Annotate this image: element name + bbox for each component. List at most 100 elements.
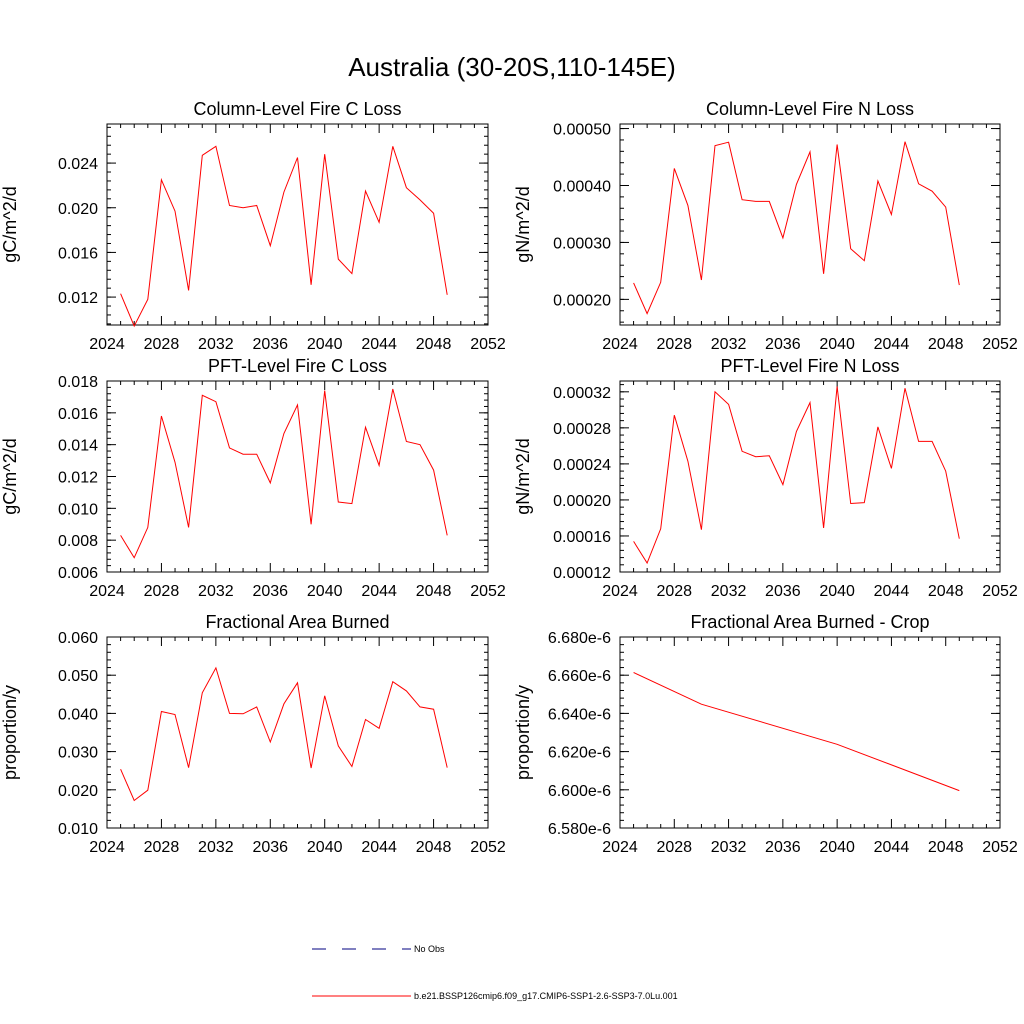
x-tick-label: 2040 — [307, 336, 343, 353]
y-tick-label: 0.00028 — [553, 421, 611, 438]
chart-panel-4: 2024 2028 2032 2036 2040 2044 2048 2052 0.010 0.0… — [0, 612, 506, 856]
plot-frame — [619, 636, 1001, 829]
x-tick-label: 2024 — [602, 583, 638, 600]
y-tick-label: 6.640e-6 — [548, 706, 611, 723]
x-tick-label: 2032 — [711, 336, 747, 353]
panel-title: Fractional Area Burned — [205, 612, 389, 632]
y-tick-label: 0.030 — [58, 745, 98, 762]
x-tick-label: 2024 — [89, 336, 125, 353]
x-tick-label: 2024 — [602, 839, 638, 856]
y-axis-label: gN/m^2/d — [513, 438, 533, 514]
y-tick-label: 0.024 — [58, 156, 98, 173]
y-tick-label: 0.006 — [58, 565, 98, 582]
series-line — [120, 388, 448, 559]
series-line — [633, 141, 960, 315]
x-tick-label: 2024 — [602, 336, 638, 353]
y-tick-label: 0.00020 — [553, 292, 611, 309]
y-tick-label: 0.00032 — [553, 385, 611, 402]
plot-frame — [619, 380, 1001, 573]
y-axis-label: gC/m^2/d — [0, 186, 20, 262]
x-tick-label: 2052 — [982, 839, 1018, 856]
chart-panel-5: 2024 2028 2032 2036 2040 2044 2048 2052 6.580e-6… — [513, 612, 1018, 856]
x-tick-label: 2032 — [711, 583, 747, 600]
y-tick-label: 0.008 — [58, 533, 98, 550]
y-tick-label: 0.00012 — [553, 565, 611, 582]
y-tick-label: 0.040 — [58, 706, 98, 723]
y-tick-label: 0.014 — [58, 438, 98, 455]
y-axis-label: gC/m^2/d — [0, 438, 20, 514]
x-tick-label: 2036 — [252, 336, 288, 353]
x-tick-label: 2036 — [252, 583, 288, 600]
y-tick-label: 0.00016 — [553, 529, 611, 546]
x-tick-label: 2048 — [416, 839, 452, 856]
x-tick-label: 2048 — [416, 336, 452, 353]
x-tick-label: 2036 — [252, 839, 288, 856]
y-tick-label: 6.620e-6 — [548, 745, 611, 762]
x-tick-label: 2052 — [982, 336, 1018, 353]
y-tick-label: 0.010 — [58, 501, 98, 518]
x-tick-label: 2032 — [198, 839, 234, 856]
chart-panel-2: 2024 2028 2032 2036 2040 2044 2048 2052 0.006 0.0… — [0, 356, 506, 600]
chart-panel-3: 2024 2028 2032 2036 2040 2044 2048 2052 0.00012 0… — [513, 356, 1018, 600]
x-tick-label: 2044 — [361, 583, 397, 600]
x-tick-label: 2044 — [361, 336, 397, 353]
y-tick-label: 6.600e-6 — [548, 783, 611, 800]
x-tick-label: 2032 — [198, 336, 234, 353]
series-line — [120, 666, 448, 802]
legend: No Obs b.e21.BSSP126cmip6.f09_g17.CMIP6-… — [312, 944, 678, 1001]
x-tick-label: 2044 — [874, 839, 910, 856]
x-tick-label: 2040 — [307, 839, 343, 856]
y-tick-label: 0.010 — [58, 821, 98, 838]
x-tick-label: 2032 — [198, 583, 234, 600]
series-line — [633, 672, 960, 792]
panel-title: Fractional Area Burned - Crop — [690, 612, 929, 632]
y-tick-label: 0.00050 — [553, 122, 611, 139]
chart-panel-0: 2024 2028 2032 2036 2040 2044 2048 2052 0.012 0.0… — [0, 99, 506, 353]
x-tick-label: 2036 — [765, 336, 801, 353]
plot-frame — [106, 380, 489, 573]
panel-title: PFT-Level Fire N Loss — [720, 356, 899, 376]
page-title: Australia (30-20S,110-145E) — [348, 52, 676, 82]
y-tick-label: 0.050 — [58, 668, 98, 685]
legend-label-no-obs: No Obs — [414, 944, 445, 954]
x-tick-label: 2048 — [416, 583, 452, 600]
x-tick-label: 2052 — [470, 583, 506, 600]
y-axis-label: proportion/y — [0, 685, 20, 780]
x-tick-label: 2024 — [89, 583, 125, 600]
plot-frame — [106, 636, 489, 829]
y-tick-label: 0.016 — [58, 406, 98, 423]
series-line — [120, 145, 448, 328]
x-tick-label: 2052 — [470, 839, 506, 856]
x-tick-label: 2048 — [928, 336, 964, 353]
x-tick-label: 2044 — [874, 583, 910, 600]
y-axis-label: gN/m^2/d — [513, 186, 533, 262]
x-tick-label: 2048 — [928, 583, 964, 600]
x-tick-label: 2040 — [307, 583, 343, 600]
x-tick-label: 2040 — [819, 583, 855, 600]
x-tick-label: 2028 — [656, 336, 692, 353]
y-tick-label: 0.018 — [58, 374, 98, 391]
y-tick-label: 0.012 — [58, 290, 98, 307]
x-tick-label: 2024 — [89, 839, 125, 856]
series-line — [633, 386, 960, 565]
x-tick-label: 2052 — [982, 583, 1018, 600]
plot-frame — [106, 123, 489, 326]
panel-title: PFT-Level Fire C Loss — [208, 356, 387, 376]
y-tick-label: 0.00030 — [553, 235, 611, 252]
chart-panels: 2024 2028 2032 2036 2040 2044 2048 2052 0.012 0.0… — [0, 99, 1018, 856]
panel-title: Column-Level Fire N Loss — [706, 99, 914, 119]
chart-panel-1: 2024 2028 2032 2036 2040 2044 2048 2052 0.00020 0… — [513, 99, 1018, 353]
x-tick-label: 2028 — [144, 839, 180, 856]
x-tick-label: 2032 — [711, 839, 747, 856]
y-tick-label: 0.00024 — [553, 457, 611, 474]
y-tick-label: 0.00020 — [553, 493, 611, 510]
y-tick-label: 0.012 — [58, 470, 98, 487]
y-axis-label: proportion/y — [513, 685, 533, 780]
y-tick-label: 6.580e-6 — [548, 821, 611, 838]
x-tick-label: 2028 — [656, 839, 692, 856]
legend-label-model: b.e21.BSSP126cmip6.f09_g17.CMIP6-SSP1-2.… — [414, 991, 678, 1001]
x-tick-label: 2040 — [819, 839, 855, 856]
x-tick-label: 2036 — [765, 583, 801, 600]
x-tick-label: 2040 — [819, 336, 855, 353]
x-tick-label: 2044 — [361, 839, 397, 856]
